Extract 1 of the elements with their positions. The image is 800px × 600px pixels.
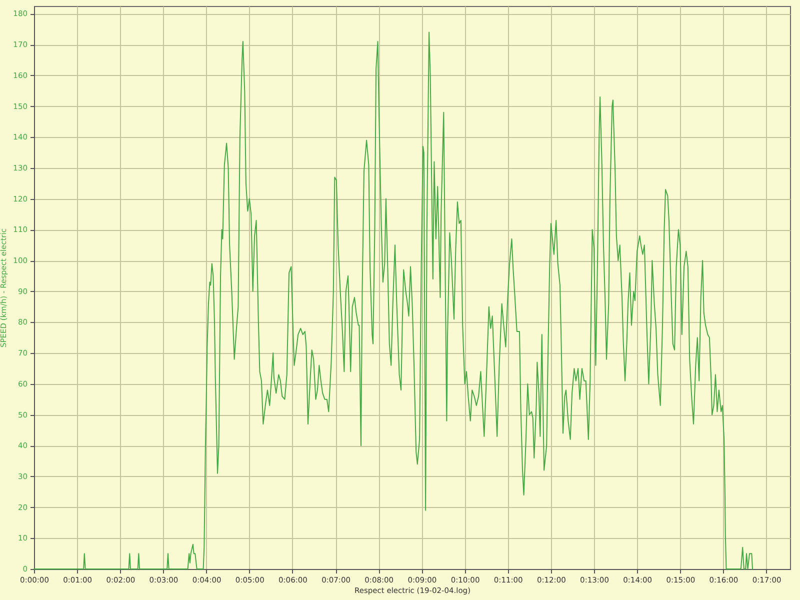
line-series: [34, 32, 754, 570]
